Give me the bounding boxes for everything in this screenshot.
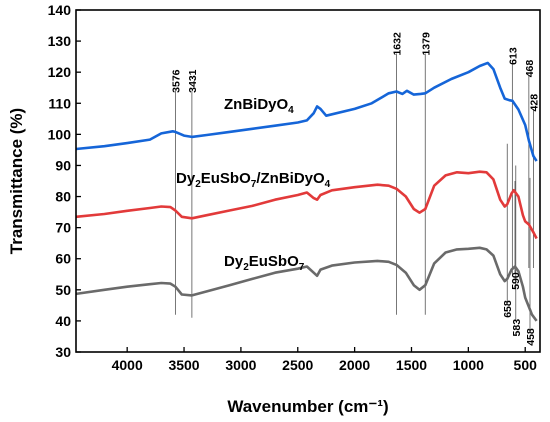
peak-label-583: 583 — [511, 319, 523, 337]
series-label-znbidyo4: ZnBiDyO4 — [224, 96, 294, 116]
series-label-text: /ZnBiDyO — [256, 170, 325, 187]
x-tick-label: 2000 — [339, 357, 370, 373]
plot-area — [75, 53, 538, 331]
peak-label-590: 590 — [510, 272, 522, 290]
x-axis-title: Wavenumber (cm⁻¹) — [227, 397, 388, 416]
series-line-3 — [75, 246, 538, 322]
peak-label-1379: 1379 — [420, 32, 432, 56]
peak-label-1632: 1632 — [391, 32, 403, 56]
y-tick-label: 40 — [55, 313, 71, 329]
series-label-dy2eusbo7: Dy2EuSbO7 — [224, 253, 305, 273]
y-tick-label: 60 — [55, 251, 71, 267]
x-tick-label: 2500 — [282, 357, 313, 373]
y-tick-label: 130 — [48, 33, 72, 49]
peak-label-613: 613 — [507, 47, 519, 65]
x-tick-label: 1500 — [396, 357, 427, 373]
y-tick-label: 110 — [48, 95, 71, 111]
peak-label-3576: 3576 — [170, 69, 182, 93]
peak-label-468: 468 — [524, 60, 536, 78]
y-tick-label: 50 — [55, 282, 71, 298]
series-line-1 — [75, 61, 538, 162]
peak-label-458: 458 — [525, 328, 537, 346]
series-label-subscript: 7 — [299, 262, 305, 273]
y-tick-label: 70 — [55, 220, 71, 236]
series-label-text: EuSbO — [201, 170, 251, 187]
series-label-subscript: 4 — [288, 105, 294, 116]
y-tick-label: 140 — [48, 2, 72, 18]
x-tick-label: 3500 — [168, 357, 199, 373]
y-axis-title: Transmittance (%) — [7, 108, 26, 254]
series-label-text: Dy — [176, 170, 196, 187]
x-tick-label: 500 — [514, 357, 538, 373]
series-label-text: EuSbO — [249, 253, 299, 270]
peak-label-658: 658 — [502, 300, 514, 318]
series-label-subscript: 7 — [251, 179, 257, 190]
y-tick-label: 90 — [55, 157, 71, 173]
y-tick-label: 120 — [48, 64, 72, 80]
series-label-text: Dy — [224, 253, 244, 270]
series-label-composite: Dy2EuSbO7/ZnBiDyO4 — [176, 170, 331, 190]
x-tick-label: 3000 — [225, 357, 256, 373]
peak-label-428: 428 — [528, 94, 540, 112]
y-tick-label: 80 — [55, 189, 71, 205]
x-tick-label: 1000 — [453, 357, 484, 373]
plot-frame — [75, 9, 541, 353]
y-tick-label: 30 — [55, 344, 71, 360]
series-label-subscript: 2 — [243, 262, 249, 273]
series-label-text: ZnBiDyO — [224, 96, 289, 113]
peak-label-3431: 3431 — [187, 69, 199, 93]
axes: 4000 3500 3000 2500 2000 1500 1000 500 30 40 50 60 7… — [7, 2, 541, 416]
y-tick-label: 100 — [48, 126, 72, 142]
x-tick-label: 4000 — [112, 357, 143, 373]
series-line-2 — [75, 170, 538, 240]
series-label-subscript: 2 — [195, 179, 201, 190]
series-label-subscript: 4 — [325, 179, 331, 190]
